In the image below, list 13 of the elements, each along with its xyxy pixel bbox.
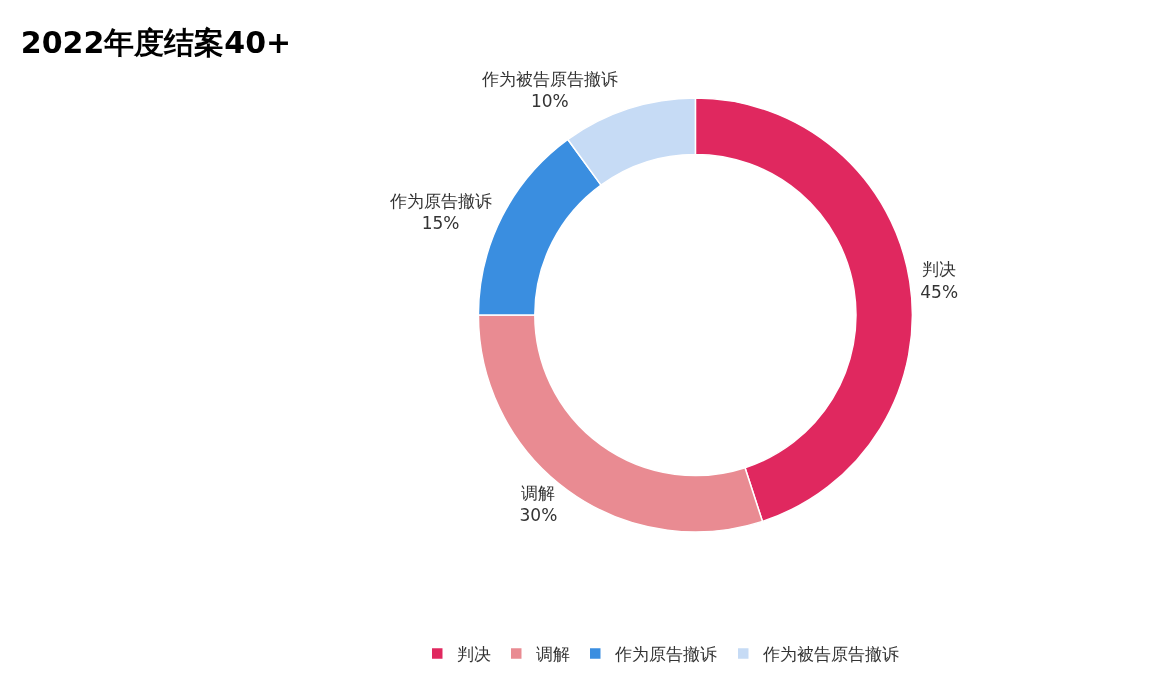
data-label: 45% — [920, 281, 959, 302]
chart-title: 2022年度结案40+ — [20, 24, 292, 60]
data-label: 10% — [530, 90, 569, 111]
data-label: 30% — [519, 505, 558, 526]
legend-label: 作为被告原告撤诉 — [762, 644, 900, 665]
slice-label: 作为被告原告撤诉 — [480, 68, 618, 89]
slice-label: 判决 — [922, 259, 957, 280]
legend-label: 作为原告撤诉 — [614, 644, 718, 665]
legend-label: 调解 — [536, 644, 571, 665]
slice-label: 作为原告撤诉 — [388, 191, 492, 212]
legend-label: 判决 — [457, 644, 492, 665]
data-label: 15% — [421, 213, 460, 234]
slice-label: 调解 — [521, 483, 556, 504]
